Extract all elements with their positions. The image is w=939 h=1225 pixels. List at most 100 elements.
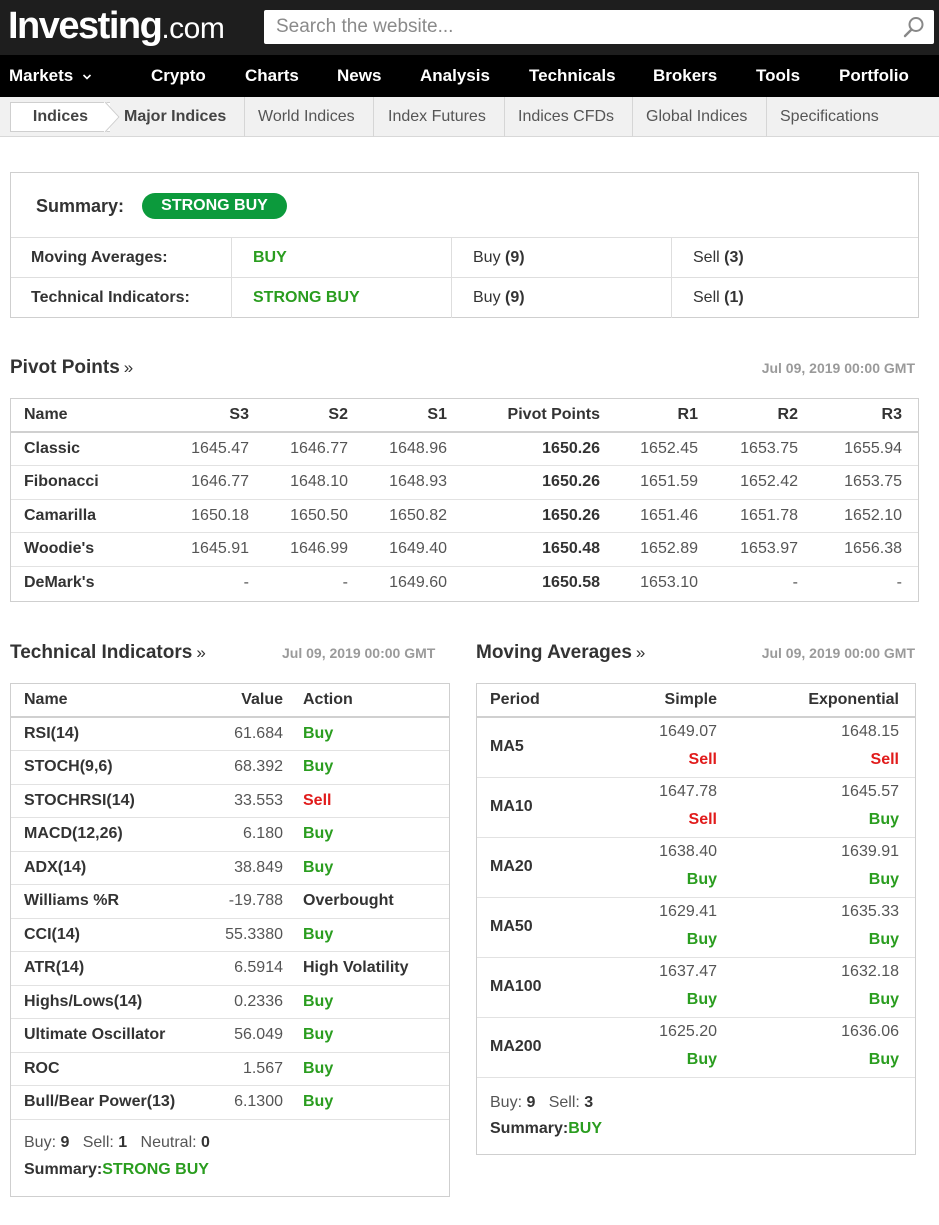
pivot-points-date: Jul 09, 2019 00:00 GMT xyxy=(761,360,915,376)
indicator-value: 6.180 xyxy=(242,825,283,843)
col-header-pivot: Pivot Points xyxy=(447,399,600,433)
nav-news[interactable]: News xyxy=(337,66,382,85)
nav-analysis[interactable]: Analysis xyxy=(420,66,490,85)
moving-averages-table: Period Simple Exponential MA5 1649.07 Sell… xyxy=(477,684,915,1078)
moving-averages-title[interactable]: Moving Averages» xyxy=(476,642,645,664)
ma-value: 1629.41 xyxy=(659,903,717,920)
nav-technicals[interactable]: Technicals xyxy=(529,66,616,85)
nav-portfolio[interactable]: Portfolio xyxy=(839,66,909,85)
indicator-value: 61.684 xyxy=(234,725,283,742)
ma-period: MA20 xyxy=(490,858,533,875)
cell-divider xyxy=(671,278,672,318)
indicator-name[interactable]: ROC xyxy=(24,1059,60,1077)
ma-action: Buy xyxy=(686,991,717,1008)
pivot-level-value: 1652.10 xyxy=(844,506,902,524)
cell-divider xyxy=(451,278,452,318)
pivot-level-value: 1645.91 xyxy=(191,540,249,558)
tab-index-futures[interactable]: Index Futures xyxy=(388,108,486,125)
indicator-value: 1.567 xyxy=(242,1059,283,1077)
search-icon[interactable] xyxy=(902,15,926,39)
indicator-action: Buy xyxy=(303,1093,334,1111)
tab-world-indices[interactable]: World Indices xyxy=(258,108,355,125)
summary-label: Summary: xyxy=(36,196,125,216)
ma-exponential-cell: 1645.57 Buy xyxy=(717,777,915,837)
table-row: Williams %R -19.788 Overbought xyxy=(11,885,449,918)
indicator-name[interactable]: ADX(14) xyxy=(24,858,87,876)
ma-period: MA50 xyxy=(490,918,533,935)
pivot-level-value: 1652.45 xyxy=(640,440,698,457)
ma-period: MA100 xyxy=(490,978,542,995)
pivot-points-title[interactable]: Pivot Points» xyxy=(10,357,133,379)
pivot-level-value: 1656.38 xyxy=(844,540,902,558)
pivot-level-value: 1650.82 xyxy=(389,506,447,524)
pivot-level-value: 1646.77 xyxy=(191,473,249,491)
indicator-name[interactable]: ATR(14) xyxy=(24,959,85,977)
ma-exponential-cell: 1635.33 Buy xyxy=(717,897,915,957)
indicator-action: Buy xyxy=(303,858,334,876)
pivot-point-value: 1650.26 xyxy=(542,506,600,524)
ma-value: 1639.91 xyxy=(841,843,899,860)
indicator-name[interactable]: Bull/Bear Power(13) xyxy=(24,1093,176,1111)
indicator-action: Buy xyxy=(303,1059,334,1077)
tab-major-indices[interactable]: Major Indices xyxy=(124,108,227,125)
tab-divider xyxy=(766,97,767,137)
search-box xyxy=(264,10,934,44)
col-header-s1: S1 xyxy=(348,399,447,433)
pivot-level-value: 1653.75 xyxy=(844,473,902,491)
ma-value: 1632.18 xyxy=(841,963,899,980)
indicator-name[interactable]: RSI(14) xyxy=(24,725,80,742)
col-header-action: Action xyxy=(283,684,449,718)
pivot-level-value: - xyxy=(896,574,902,591)
summary-row-signal: STRONG BUY xyxy=(253,289,360,306)
ma-action: Sell xyxy=(870,751,899,769)
ma-value: 1636.06 xyxy=(841,1023,899,1040)
pivot-level-value: 1649.60 xyxy=(389,574,447,591)
nav-brokers[interactable]: Brokers xyxy=(653,66,718,85)
ma-action: Buy xyxy=(868,991,899,1008)
indicator-name[interactable]: Williams %R xyxy=(24,892,119,910)
buy-label: Buy xyxy=(473,249,501,266)
col-header-name: Name xyxy=(11,399,151,433)
indicator-name[interactable]: CCI(14) xyxy=(24,925,81,943)
investing-logo[interactable]: Investing.com xyxy=(8,6,225,49)
summary-row-signal: BUY xyxy=(253,249,287,266)
more-arrow-icon: » xyxy=(635,643,646,662)
buy-label: Buy xyxy=(473,289,501,306)
summary-box: Summary: STRONG BUY Moving Averages: BUY… xyxy=(10,172,919,318)
ti-counts: Buy: 9 Sell: 1 Neutral: 0 xyxy=(24,1134,210,1152)
indicator-name[interactable]: Highs/Lows(14) xyxy=(24,992,143,1010)
indicator-name[interactable]: STOCHRSI(14) xyxy=(24,791,135,809)
technical-indicators-box: Name Value Action RSI(14) 61.684 Buy STOCH(… xyxy=(10,683,450,1197)
tab-specifications[interactable]: Specifications xyxy=(780,108,879,125)
ma-simple-cell: 1625.20 Buy xyxy=(607,1017,717,1077)
indicator-name[interactable]: MACD(12,26) xyxy=(24,825,123,843)
main-nav: Markets Crypto Charts News Analysis Tech… xyxy=(0,55,939,97)
nav-tools[interactable]: Tools xyxy=(756,66,801,85)
indicator-name[interactable]: Ultimate Oscillator xyxy=(24,1026,166,1044)
nav-crypto[interactable]: Crypto xyxy=(151,66,206,85)
nav-markets[interactable]: Markets xyxy=(9,55,92,97)
breadcrumb-indices[interactable]: Indices xyxy=(10,102,110,132)
summary-row-moving-averages: Moving Averages: BUY Buy (9) Sell (3) xyxy=(11,237,918,278)
pivot-method-name: DeMark's xyxy=(24,574,95,591)
nav-markets-label: Markets xyxy=(9,66,74,85)
moving-averages-date: Jul 09, 2019 00:00 GMT xyxy=(761,645,915,661)
indicator-action: High Volatility xyxy=(303,959,409,977)
nav-charts[interactable]: Charts xyxy=(245,66,299,85)
search-input[interactable] xyxy=(264,10,884,44)
pivot-level-value: 1645.47 xyxy=(191,440,249,457)
table-row: Camarilla 1650.18 1650.50 1650.82 1650.26 165… xyxy=(11,499,918,533)
technical-indicators-title[interactable]: Technical Indicators» xyxy=(10,642,206,664)
ma-simple-cell: 1629.41 Buy xyxy=(607,897,717,957)
tab-global-indices[interactable]: Global Indices xyxy=(646,108,748,125)
indicator-name[interactable]: STOCH(9,6) xyxy=(24,758,113,776)
ma-action: Buy xyxy=(868,1051,899,1068)
sell-count: (3) xyxy=(724,249,744,266)
table-row: MA100 1637.47 Buy 1632.18 Buy xyxy=(477,957,915,1017)
table-row: RSI(14) 61.684 Buy xyxy=(11,717,449,751)
tab-indices-cfds[interactable]: Indices CFDs xyxy=(518,108,615,125)
buy-count: 9 xyxy=(526,1094,536,1111)
more-arrow-icon: » xyxy=(123,358,134,377)
ma-action: Buy xyxy=(686,1051,717,1068)
col-header-simple: Simple xyxy=(607,684,717,718)
